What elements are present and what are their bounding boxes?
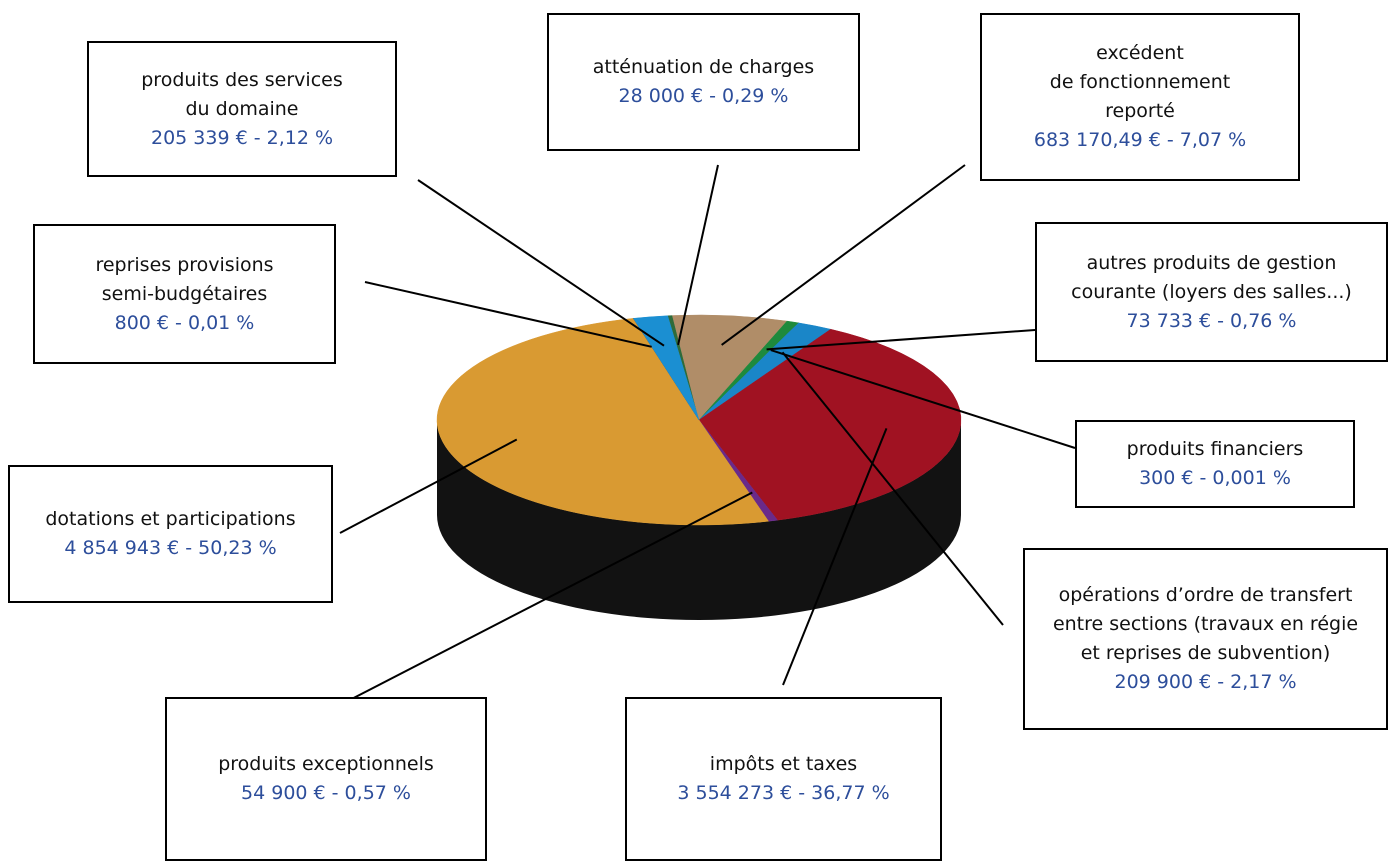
label-box: autres produits de gestion courante (loy… xyxy=(1035,222,1388,362)
value-label: 73 733 € - 0,76 % xyxy=(1126,309,1297,332)
leader-line xyxy=(339,491,753,706)
pie-slice xyxy=(698,328,962,521)
value-label: 800 € - 0,01 % xyxy=(114,311,255,334)
pie-slice xyxy=(672,314,788,421)
label-box: produits exceptionnels 54 900 € - 0,57 % xyxy=(165,697,487,861)
category-label: produits exceptionnels xyxy=(218,753,434,775)
leader-line xyxy=(770,349,1076,449)
leader-line xyxy=(721,164,966,346)
value-label: 205 339 € - 2,12 % xyxy=(150,126,334,149)
value-label: 54 900 € - 0,57 % xyxy=(241,782,411,804)
leader-line xyxy=(364,281,652,348)
label-box: atténuation de charges 28 000 € - 0,29 % xyxy=(547,13,860,151)
value-label: 3 554 273 € - 36,77 % xyxy=(677,782,890,804)
value-label: 4 854 943 € - 50,23 % xyxy=(64,537,277,559)
category-label: atténuation de charges xyxy=(592,56,815,78)
category-label: opérations d’ordre de transfert entre se… xyxy=(1052,584,1359,664)
leader-line xyxy=(781,351,1004,626)
label-box: produits financiers 300 € - 0,001 % xyxy=(1075,420,1355,508)
value-label: 209 900 € - 2,17 % xyxy=(1114,671,1297,693)
leader-line xyxy=(339,438,518,534)
leader-line xyxy=(782,428,888,686)
leader-line xyxy=(417,179,665,347)
value-label: 300 € - 0,001 % xyxy=(1139,467,1291,489)
category-label: impôts et taxes xyxy=(709,753,858,775)
pie-slice xyxy=(436,318,769,526)
category-label: autres produits de gestion courante (loy… xyxy=(1071,251,1352,303)
category-label: excédent de fonctionnement reporté xyxy=(1049,42,1231,122)
label-box: excédent de fonctionnement reporté 683 17… xyxy=(980,13,1300,181)
category-label: reprises provisions semi-budgétaires xyxy=(95,253,274,305)
label-box: opérations d’ordre de transfert entre se… xyxy=(1023,548,1388,730)
label-box: dotations et participations 4 854 943 € -… xyxy=(8,465,333,603)
label-box: reprises provisions semi-budgétaires 800 … xyxy=(33,224,336,364)
value-label: 28 000 € - 0,29 % xyxy=(618,85,789,107)
category-label: produits des services du domaine xyxy=(141,68,343,120)
pie-slice xyxy=(632,315,700,421)
category-label: dotations et participations xyxy=(45,508,296,530)
label-box: impôts et taxes 3 554 273 € - 36,77 % xyxy=(625,697,942,861)
leader-line xyxy=(677,164,719,346)
value-label: 683 170,49 € - 7,07 % xyxy=(1033,129,1247,151)
category-label: produits financiers xyxy=(1126,438,1304,460)
label-box: produits des services du domaine 205 339 … xyxy=(87,41,397,177)
leader-line xyxy=(766,329,1036,351)
